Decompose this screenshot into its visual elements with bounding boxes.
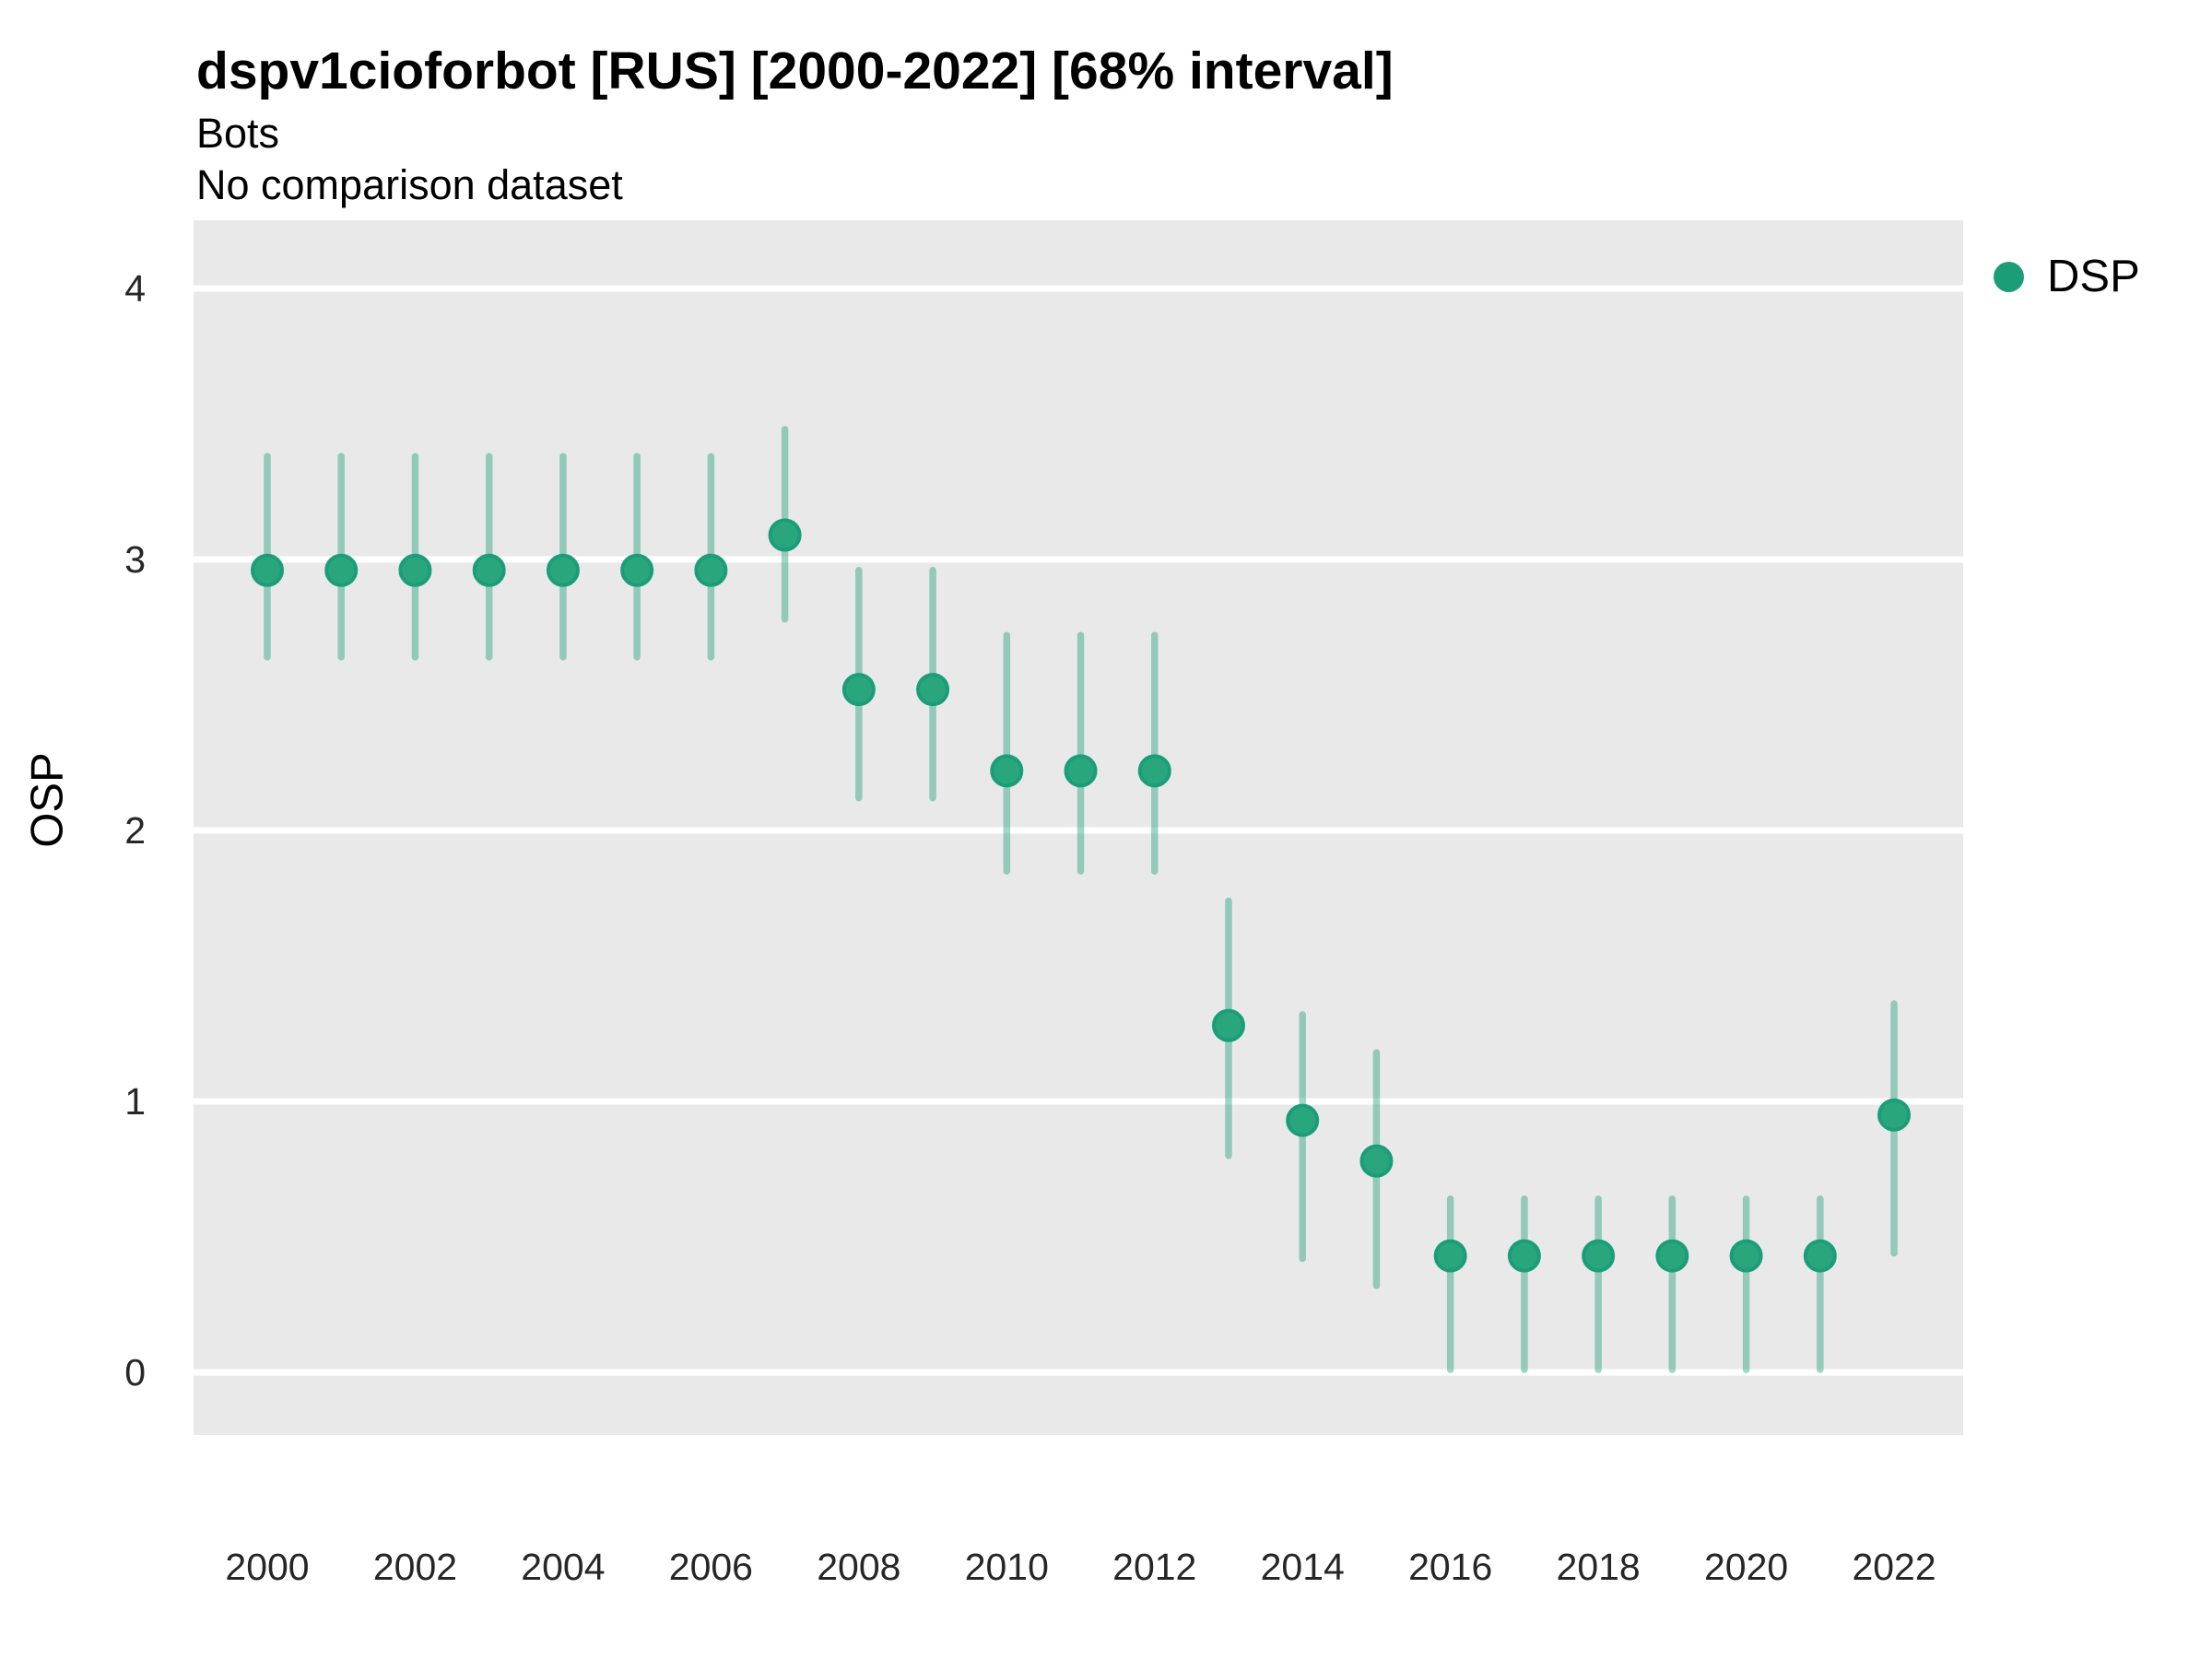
- data-point: [546, 553, 580, 587]
- x-tick-label: 2002: [373, 1546, 457, 1588]
- data-point: [472, 553, 506, 587]
- data-point: [1582, 1239, 1616, 1273]
- legend-label: DSP: [2047, 251, 2140, 301]
- x-tick-label: 2000: [225, 1546, 309, 1588]
- data-point: [620, 553, 654, 587]
- data-point: [768, 518, 802, 552]
- data-point: [1359, 1144, 1394, 1178]
- data-point: [1729, 1239, 1763, 1273]
- x-tick-label: 2016: [1408, 1546, 1492, 1588]
- data-point: [324, 553, 359, 587]
- x-tick-label: 2014: [1261, 1546, 1345, 1588]
- y-tick-label: 2: [124, 809, 146, 852]
- data-point: [1064, 754, 1098, 788]
- x-tick-label: 2018: [1557, 1546, 1641, 1588]
- data-point: [1286, 1103, 1320, 1137]
- data-point: [1137, 754, 1171, 788]
- y-tick-label: 1: [124, 1080, 146, 1123]
- data-point: [1507, 1239, 1541, 1273]
- x-tick-label: 2004: [521, 1546, 605, 1588]
- legend-point-icon: [1994, 261, 2024, 292]
- data-point: [841, 673, 876, 707]
- y-tick-label: 3: [124, 538, 146, 581]
- x-tick-label: 2012: [1112, 1546, 1196, 1588]
- x-tick-label: 2010: [965, 1546, 1049, 1588]
- data-point: [916, 673, 950, 707]
- data-point: [990, 754, 1024, 788]
- data-point: [1877, 1098, 1912, 1132]
- x-tick-label: 2020: [1704, 1546, 1788, 1588]
- x-tick-label: 2022: [1852, 1546, 1936, 1588]
- data-point: [1655, 1239, 1689, 1273]
- data-point: [398, 553, 432, 587]
- data-point: [694, 553, 728, 587]
- data-point: [1803, 1239, 1837, 1273]
- data-point: [1211, 1008, 1245, 1042]
- chart-subtitle: Bots: [196, 110, 280, 157]
- chart-title: dspv1cioforbot [RUS] [2000-2022] [68% in…: [196, 41, 1394, 100]
- data-point: [1433, 1239, 1467, 1273]
- legend: DSP: [1994, 250, 2140, 303]
- x-tick-label: 2008: [817, 1546, 900, 1588]
- x-tick-label: 2006: [669, 1546, 753, 1588]
- chart-note: No comparison dataset: [196, 161, 623, 208]
- y-tick-label: 0: [124, 1351, 146, 1394]
- data-point: [251, 553, 284, 587]
- y-tick-label: 4: [124, 267, 146, 310]
